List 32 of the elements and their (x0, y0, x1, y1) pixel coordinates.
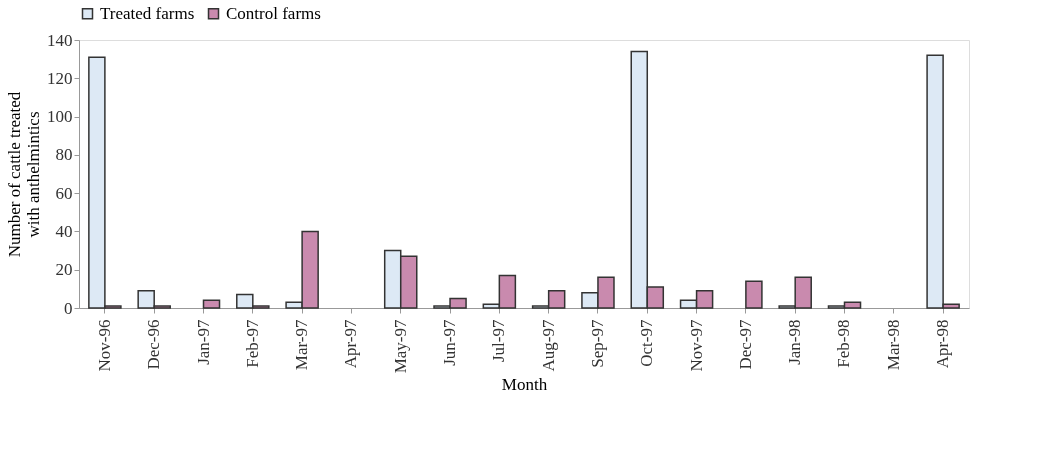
x-axis-title: Month (501, 375, 548, 395)
x-tick-label: Nov-96 (94, 319, 114, 372)
y-tick-label: 20 (55, 260, 73, 280)
bar (745, 280, 763, 309)
y-axis-title: Number of cattle treated with anthelmintics (5, 91, 43, 258)
y-tick-label: 100 (47, 107, 73, 127)
x-tick-label: Feb-98 (834, 319, 854, 368)
x-tick-label: Dec-97 (735, 319, 755, 370)
x-tick-label: Apr-98 (933, 319, 953, 369)
y-tick-label: 60 (55, 183, 73, 203)
x-tick-label: Mar-97 (292, 319, 312, 371)
x-tick-label: Sep-97 (587, 319, 607, 368)
x-tick-label: Jul-97 (489, 319, 509, 362)
bar (202, 299, 221, 309)
legend-label: Control farms (226, 3, 321, 23)
y-tick-label: 40 (55, 221, 73, 241)
x-tick-label: Oct-97 (637, 319, 657, 367)
legend-label: Treated farms (100, 3, 195, 23)
x-tick-label: May-97 (390, 319, 410, 374)
x-tick-label: Jan-97 (193, 319, 213, 365)
x-tick-label: Mar-98 (883, 319, 903, 371)
x-tick-label: Jun-97 (440, 319, 460, 366)
x-tick-label: Jan-98 (785, 319, 805, 365)
y-tick-label: 140 (47, 30, 73, 50)
x-tick-label: Dec-96 (144, 319, 164, 370)
x-tick-label: Nov-97 (686, 319, 706, 372)
y-tick-label: 80 (55, 145, 73, 165)
x-tick-label: Apr-97 (341, 319, 361, 369)
x-tick-label: Aug-97 (538, 319, 558, 372)
y-tick-label: 120 (47, 68, 73, 88)
x-tick-label: Feb-97 (242, 319, 262, 368)
y-tick-label: 0 (64, 298, 73, 318)
